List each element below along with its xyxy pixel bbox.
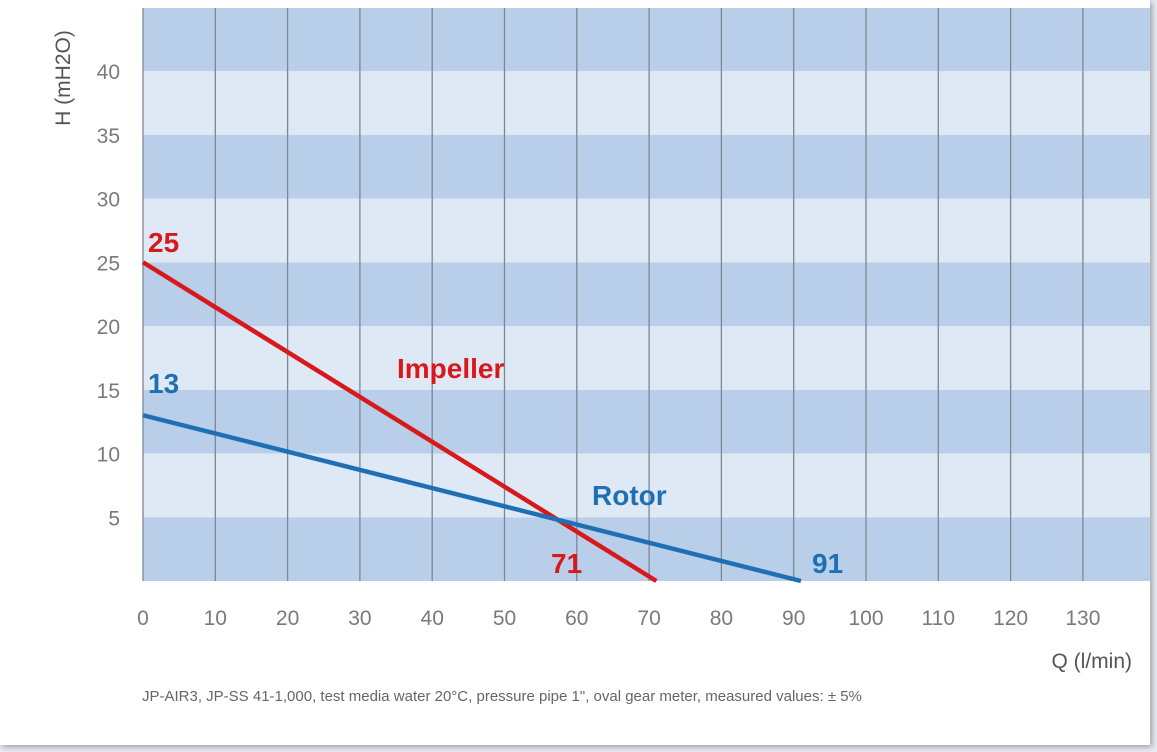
impeller-curve bbox=[141, 260, 658, 583]
impeller-end-label: 71 bbox=[551, 548, 582, 579]
pump-curve-chart: 0 10 20 30 40 50 60 70 80 90 100 110 120 130 5 10 15 20 2… bbox=[52, 8, 1150, 673]
impeller-series-label: Impeller bbox=[397, 353, 504, 384]
grid-band bbox=[143, 262, 1150, 326]
y-tick-label: 35 bbox=[97, 125, 120, 148]
y-tick-label: 15 bbox=[97, 380, 120, 403]
rotor-end-label: 91 bbox=[812, 548, 843, 579]
x-tick-label: 90 bbox=[782, 607, 805, 630]
x-tick-label: 110 bbox=[922, 607, 955, 630]
grid-band bbox=[143, 8, 1150, 71]
y-tick-label: 25 bbox=[97, 252, 120, 275]
impeller-start-label: 25 bbox=[148, 227, 179, 258]
series-lines bbox=[141, 260, 802, 584]
y-tick-label: 5 bbox=[108, 507, 120, 530]
rotor-series-label: Rotor bbox=[592, 480, 667, 511]
grid-band bbox=[143, 134, 1150, 199]
x-tick-label: 0 bbox=[137, 607, 149, 630]
grid-band bbox=[143, 198, 1150, 263]
grid-bands bbox=[143, 8, 1150, 581]
y-tick-label: 10 bbox=[97, 444, 120, 467]
series-labels: 25 71 Impeller 13 91 Rotor bbox=[148, 227, 843, 579]
rotor-start-label: 13 bbox=[148, 368, 179, 399]
x-tick-label: 130 bbox=[1065, 607, 1100, 630]
y-axis-ticks: 5 10 15 20 25 30 35 40 bbox=[97, 61, 120, 530]
y-axis-title: H (mH2O) bbox=[52, 30, 75, 126]
y-tick-label: 20 bbox=[97, 316, 120, 339]
y-tick-label: 40 bbox=[97, 61, 120, 84]
y-tick-label: 30 bbox=[97, 189, 120, 212]
x-tick-label: 100 bbox=[848, 607, 883, 630]
grid-band bbox=[143, 389, 1150, 454]
x-tick-label: 10 bbox=[204, 607, 227, 630]
x-axis-title: Q (l/min) bbox=[1052, 650, 1133, 673]
x-tick-label: 40 bbox=[421, 607, 444, 630]
x-tick-label: 70 bbox=[637, 607, 660, 630]
x-tick-label: 120 bbox=[993, 607, 1028, 630]
grid-band bbox=[143, 71, 1150, 135]
x-tick-label: 60 bbox=[565, 607, 588, 630]
x-tick-label: 20 bbox=[276, 607, 299, 630]
x-tick-label: 50 bbox=[493, 607, 516, 630]
x-tick-label: 80 bbox=[710, 607, 733, 630]
rotor-curve bbox=[142, 413, 802, 584]
vertical-gridlines bbox=[142, 8, 1084, 581]
footnote: JP-AIR3, JP-SS 41-1,000, test media wate… bbox=[142, 688, 862, 705]
grid-band bbox=[143, 326, 1150, 390]
x-tick-label: 30 bbox=[348, 607, 371, 630]
x-axis-ticks: 0 10 20 30 40 50 60 70 80 90 100 110 120 130 bbox=[137, 607, 1100, 630]
grid-band bbox=[143, 453, 1150, 518]
grid-band bbox=[143, 517, 1150, 581]
